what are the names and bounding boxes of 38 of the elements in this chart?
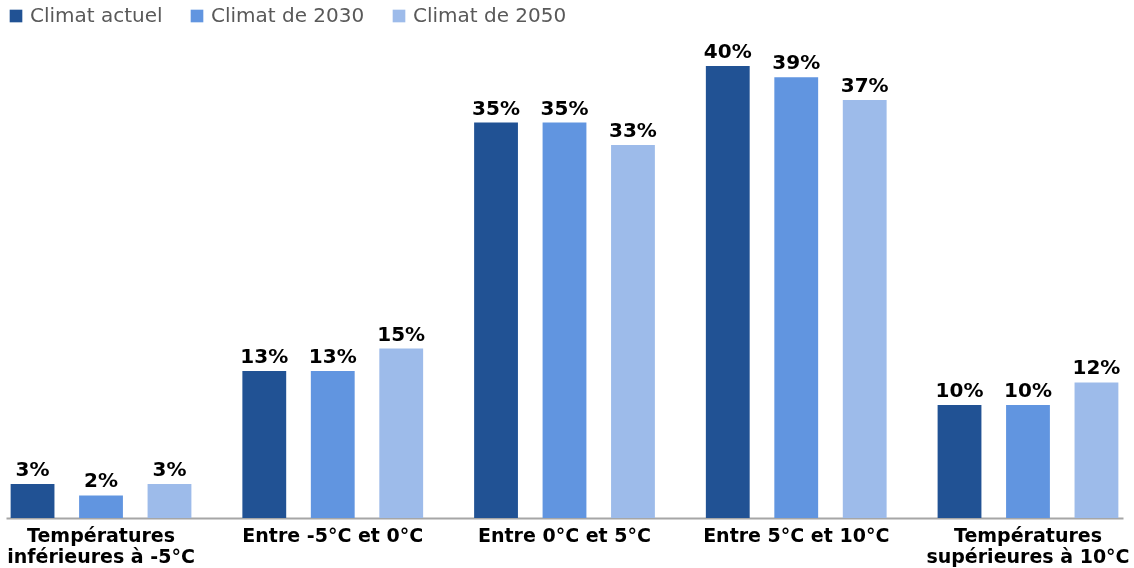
bar <box>474 122 518 518</box>
bar <box>10 484 55 518</box>
data-label: 2% <box>84 468 118 493</box>
bar <box>611 145 655 518</box>
data-label: 10% <box>1004 378 1052 402</box>
bar <box>705 66 750 518</box>
data-label: 10% <box>935 378 984 402</box>
legend-label: Climat de 2050 <box>413 3 567 27</box>
bar <box>79 495 123 518</box>
data-label: 13% <box>308 344 357 369</box>
data-label: 37% <box>840 72 889 97</box>
data-label: 39% <box>772 50 821 75</box>
bar <box>542 122 587 518</box>
bar <box>379 348 424 518</box>
data-label: 15% <box>377 321 426 346</box>
data-label: 33% <box>609 118 657 143</box>
bar <box>242 371 287 518</box>
legend-label: Climat de 2030 <box>211 3 365 27</box>
x-tick-label: Températures inférieures à -5°C <box>7 523 195 567</box>
data-label: 40% <box>703 39 752 63</box>
legend-label: Climat actuel <box>30 3 163 27</box>
bar <box>842 99 887 518</box>
x-tick-label: Entre 5°C et 10°C <box>703 523 890 546</box>
data-label: 35% <box>540 95 589 120</box>
bar <box>937 405 982 518</box>
bar <box>310 371 355 518</box>
data-label: 12% <box>1072 355 1121 380</box>
x-tick-label: Entre 0°C et 5°C <box>478 523 651 546</box>
x-tick-label: Entre -5°C et 0°C <box>242 523 424 546</box>
bar <box>147 484 192 518</box>
data-label: 35% <box>472 95 520 120</box>
data-label: 3% <box>15 457 50 482</box>
bar <box>1074 382 1119 518</box>
data-label: 3% <box>152 457 187 482</box>
bar <box>774 77 819 518</box>
data-label: 13% <box>240 344 289 369</box>
x-tick-label: Températures supérieures à 10°C <box>926 523 1130 567</box>
bar <box>1006 405 1050 518</box>
